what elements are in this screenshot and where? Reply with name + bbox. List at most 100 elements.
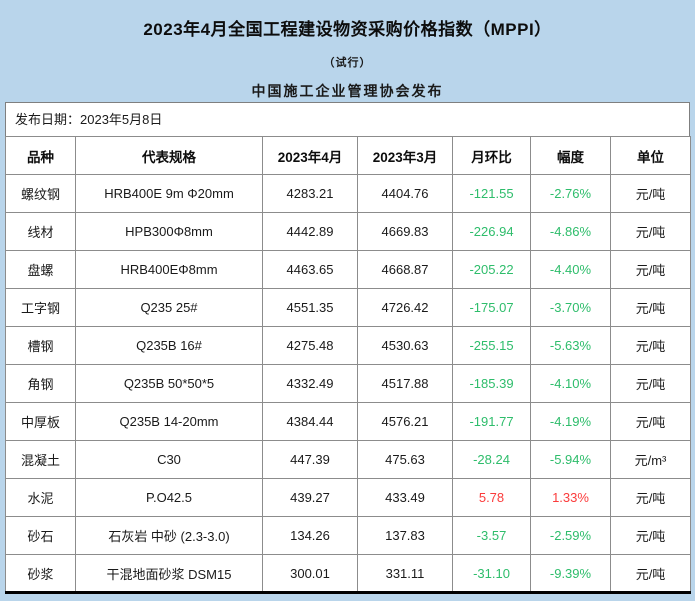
cell-variety: 混凝土 (5, 440, 76, 479)
cell-spec: Q235 25# (75, 288, 263, 327)
cell-mom: -28.24 (452, 440, 531, 479)
cell-mom: -255.15 (452, 326, 531, 365)
cell-spec: Q235B 50*50*5 (75, 364, 263, 403)
cell-variety: 螺纹钢 (5, 174, 76, 213)
col-header-april: 2023年4月 (262, 136, 358, 175)
table-row: 盘螺 HRB400EΦ8mm 4463.65 4668.87 -205.22 -4.40%… (5, 250, 691, 289)
table-row: 螺纹钢 HRB400E 9m Φ20mm 4283.21 4404.76 -121.55… (5, 174, 691, 213)
table-row: 线材 HPB300Φ8mm 4442.89 4669.83 -226.94 -4.86% 元… (5, 212, 691, 251)
cell-unit: 元/吨 (610, 250, 691, 289)
table-row: 角钢 Q235B 50*50*5 4332.49 4517.88 -185.39 -4.1… (5, 364, 691, 403)
cell-unit: 元/吨 (610, 174, 691, 213)
cell-mar: 331.11 (357, 554, 453, 593)
cell-pct: -4.19% (530, 402, 611, 441)
cell-spec: HRB400EΦ8mm (75, 250, 263, 289)
cell-apr: 134.26 (262, 516, 358, 555)
cell-pct: -2.59% (530, 516, 611, 555)
cell-pct: -4.40% (530, 250, 611, 289)
cell-unit: 元/吨 (610, 516, 691, 555)
cell-mar: 475.63 (357, 440, 453, 479)
cell-variety: 砂石 (5, 516, 76, 555)
cell-apr: 447.39 (262, 440, 358, 479)
cell-variety: 水泥 (5, 478, 76, 517)
cell-unit: 元/吨 (610, 402, 691, 441)
cell-mom: -175.07 (452, 288, 531, 327)
cell-mar: 433.49 (357, 478, 453, 517)
cell-mom: -191.77 (452, 402, 531, 441)
cell-mar: 4517.88 (357, 364, 453, 403)
col-header-variety: 品种 (5, 136, 76, 175)
cell-variety: 工字钢 (5, 288, 76, 327)
cell-pct: 1.33% (530, 478, 611, 517)
cell-mom: -31.10 (452, 554, 531, 593)
table-row: 工字钢 Q235 25# 4551.35 4726.42 -175.07 -3.70% 元/… (5, 288, 691, 327)
cell-variety: 线材 (5, 212, 76, 251)
table-row: 水泥 P.O42.5 439.27 433.49 5.78 1.33% 元/吨 (5, 478, 691, 517)
cell-variety: 槽钢 (5, 326, 76, 365)
cell-spec: Q235B 16# (75, 326, 263, 365)
cell-spec: 石灰岩 中砂 (2.3-3.0) (75, 516, 263, 555)
cell-mar: 137.83 (357, 516, 453, 555)
cell-unit: 元/吨 (610, 364, 691, 403)
cell-apr: 4332.49 (262, 364, 358, 403)
cell-apr: 4551.35 (262, 288, 358, 327)
cell-pct: -5.94% (530, 440, 611, 479)
table-row: 槽钢 Q235B 16# 4275.48 4530.63 -255.15 -5.63% 元/… (5, 326, 691, 365)
cell-variety: 砂浆 (5, 554, 76, 593)
cell-spec: P.O42.5 (75, 478, 263, 517)
report-publisher: 中国施工企业管理协会发布 (251, 85, 444, 100)
cell-mar: 4669.83 (357, 212, 453, 251)
cell-apr: 4283.21 (262, 174, 358, 213)
cell-variety: 盘螺 (5, 250, 76, 289)
table-row: 砂石 石灰岩 中砂 (2.3-3.0) 134.26 137.83 -3.57 -2.59… (5, 516, 691, 555)
price-index-table: 品种 代表规格 2023年4月 2023年3月 月环比 幅度 单位 螺纹钢 HRB… (5, 136, 691, 594)
cell-unit: 元/m³ (610, 440, 691, 479)
table-row: 砂浆 干混地面砂浆 DSM15 300.01 331.11 -31.10 -9.39% 元/… (5, 554, 691, 593)
cell-spec: C30 (75, 440, 263, 479)
cell-apr: 4384.44 (262, 402, 358, 441)
cell-mar: 4404.76 (357, 174, 453, 213)
table-row: 混凝土 C30 447.39 475.63 -28.24 -5.94% 元/m³ (5, 440, 691, 479)
cell-mom: -121.55 (452, 174, 531, 213)
cell-unit: 元/吨 (610, 288, 691, 327)
report-header: 2023年4月全国工程建设物资采购价格指数（MPPI） （试行） 中国施工企业管… (5, 5, 690, 102)
cell-mom: 5.78 (452, 478, 531, 517)
cell-mar: 4576.21 (357, 402, 453, 441)
cell-pct: -9.39% (530, 554, 611, 593)
cell-apr: 4442.89 (262, 212, 358, 251)
cell-unit: 元/吨 (610, 212, 691, 251)
cell-unit: 元/吨 (610, 326, 691, 365)
cell-pct: -4.86% (530, 212, 611, 251)
col-header-spec: 代表规格 (75, 136, 263, 175)
cell-mom: -185.39 (452, 364, 531, 403)
cell-pct: -3.70% (530, 288, 611, 327)
col-header-unit: 单位 (610, 136, 691, 175)
cell-mar: 4726.42 (357, 288, 453, 327)
table-body: 螺纹钢 HRB400E 9m Φ20mm 4283.21 4404.76 -121.55… (5, 174, 691, 593)
report-subtitle: （试行） (323, 57, 372, 69)
cell-pct: -4.10% (530, 364, 611, 403)
cell-mom: -205.22 (452, 250, 531, 289)
cell-spec: 干混地面砂浆 DSM15 (75, 554, 263, 593)
col-header-march: 2023年3月 (357, 136, 453, 175)
cell-unit: 元/吨 (610, 554, 691, 593)
cell-variety: 中厚板 (5, 402, 76, 441)
cell-spec: HPB300Φ8mm (75, 212, 263, 251)
cell-mom: -3.57 (452, 516, 531, 555)
cell-pct: -2.76% (530, 174, 611, 213)
publish-date: 发布日期：2023年5月8日 (5, 102, 690, 136)
cell-apr: 4463.65 (262, 250, 358, 289)
cell-apr: 439.27 (262, 478, 358, 517)
col-header-pct-change: 幅度 (530, 136, 611, 175)
cell-apr: 4275.48 (262, 326, 358, 365)
col-header-mom-change: 月环比 (452, 136, 531, 175)
cell-variety: 角钢 (5, 364, 76, 403)
cell-mar: 4530.63 (357, 326, 453, 365)
table-row: 中厚板 Q235B 14-20mm 4384.44 4576.21 -191.77 -4.… (5, 402, 691, 441)
cell-spec: HRB400E 9m Φ20mm (75, 174, 263, 213)
cell-apr: 300.01 (262, 554, 358, 593)
cell-mom: -226.94 (452, 212, 531, 251)
cell-mar: 4668.87 (357, 250, 453, 289)
report-title: 2023年4月全国工程建设物资采购价格指数（MPPI） (143, 20, 552, 39)
